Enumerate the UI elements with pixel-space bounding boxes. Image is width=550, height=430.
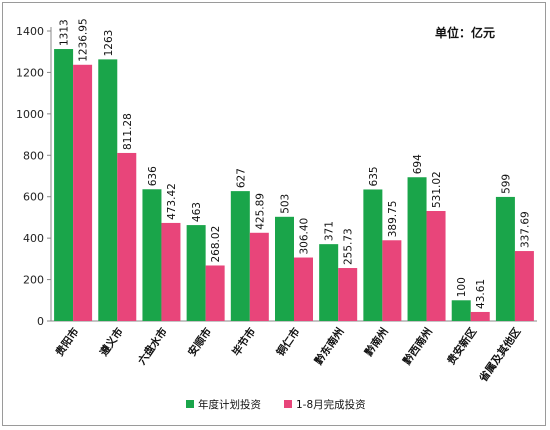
legend-label-plan: 年度计划投资 [198,398,261,411]
bar-planned [54,49,74,322]
data-label: 43.61 [475,279,487,309]
data-label: 635 [368,166,380,186]
bar-completed [426,211,446,321]
y-tick-label: 1200 [16,66,44,79]
bar-completed [205,265,225,321]
data-label: 255.73 [343,228,355,265]
bar-planned [98,59,118,321]
data-label: 268.02 [210,226,222,263]
data-label: 503 [280,194,292,214]
data-label: 694 [412,154,424,174]
data-label: 371 [324,221,336,241]
category-label: 遵义市 [97,325,126,359]
data-label: 306.40 [299,218,311,255]
data-label: 463 [191,202,203,222]
data-label: 100 [456,277,468,297]
bar-planned [363,189,383,321]
category-label: 黔南州 [362,325,391,358]
bar-completed [73,64,93,321]
category-label: 黔西南州 [400,325,435,367]
bar-completed [470,311,490,321]
data-label: 337.69 [519,211,531,248]
bar-completed [514,251,534,321]
bar-completed [338,268,358,321]
category-label: 铜仁市 [274,325,303,359]
legend-swatch-completed [284,400,292,408]
category-label: 贵阳市 [53,325,82,359]
bar-chart: 0 200 400 600 800 1000 1200 1400 1313 1236.95 126… [16,18,537,411]
bar-completed [117,152,137,321]
data-label: 811.28 [122,113,134,150]
bar-planned [495,196,515,321]
bar-planned [319,244,339,321]
unit-label: 单位：亿元 [435,25,495,40]
legend-label-completed: 1-8月完成投资 [296,398,366,411]
category-label: 黔东南州 [312,325,347,367]
y-tick-label: 400 [23,232,44,245]
y-tick-label: 0 [37,315,44,328]
data-label: 1263 [103,30,115,57]
bars [54,49,534,322]
bar-completed [161,222,181,321]
y-tick-label: 600 [23,191,44,204]
y-tick-label: 1400 [16,25,44,38]
bar-completed [294,257,313,321]
bar-completed [382,240,402,321]
legend: 年度计划投资 1-8月完成投资 [186,398,366,411]
category-label: 安顺市 [185,325,214,359]
bar-completed [249,232,269,321]
category-label: 六盘水市 [135,325,170,367]
data-labels: 1313 1236.95 1263 811.28 636 473.42 463 268.02 6… [59,18,532,309]
data-label: 473.42 [166,183,178,220]
bar-planned [275,216,294,321]
data-label: 599 [500,174,512,194]
data-label: 1313 [59,19,71,46]
data-label: 636 [147,166,159,186]
data-label: 389.75 [387,201,399,238]
category-label: 贵安新区 [444,325,479,367]
y-tick-label: 1000 [16,108,44,121]
category-label: 省属及其他区 [476,325,524,385]
legend-swatch-plan [186,400,194,408]
y-tick-label: 800 [23,149,44,162]
y-tick-label: 200 [23,274,44,287]
bar-planned [142,189,162,321]
data-label: 425.89 [254,193,266,230]
data-label: 1236.95 [78,18,90,61]
data-label: 531.02 [431,171,443,208]
bar-planned [230,191,250,321]
bar-planned [186,225,206,321]
bar-planned [451,300,471,321]
bar-planned [407,177,427,321]
category-label: 毕节市 [230,325,259,359]
data-label: 627 [235,168,247,188]
chart-frame: 0 200 400 600 800 1000 1200 1400 1313 1236.95 126… [2,2,546,426]
